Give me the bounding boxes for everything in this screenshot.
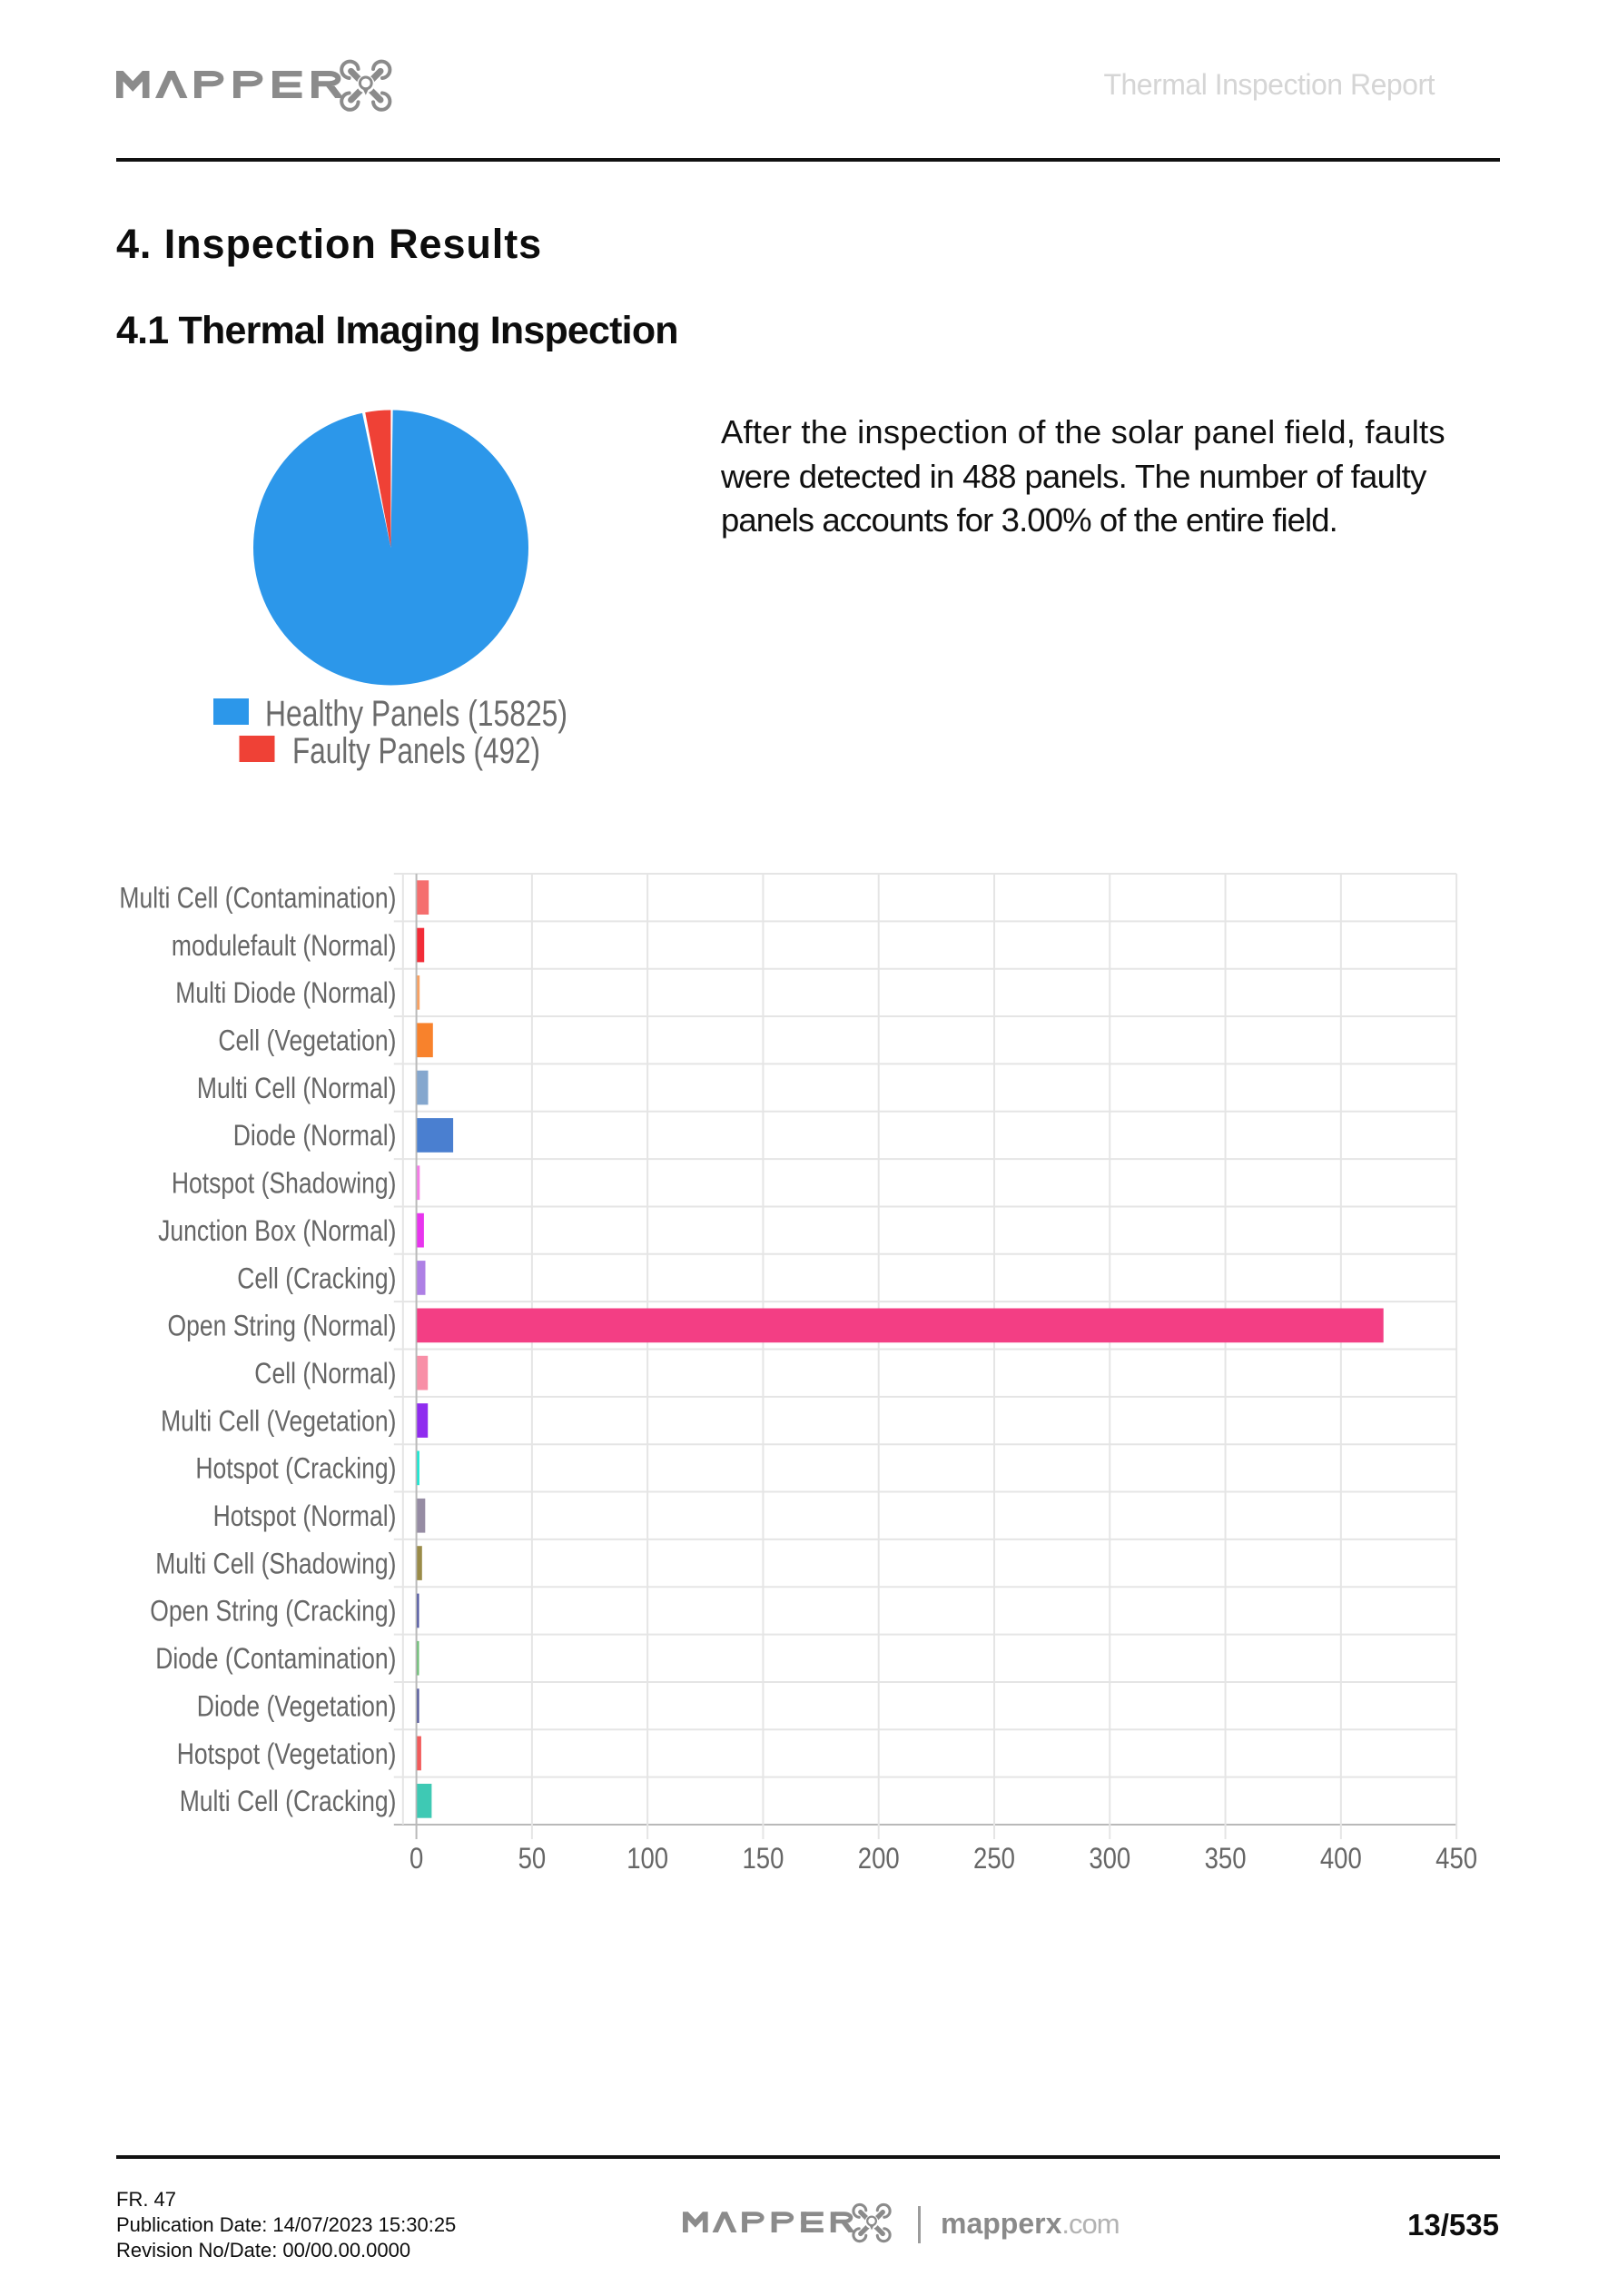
svg-text:200: 200 (858, 1842, 900, 1875)
svg-text:Multi Diode (Normal): Multi Diode (Normal) (175, 976, 396, 1009)
svg-text:Multi Cell (Shadowing): Multi Cell (Shadowing) (155, 1547, 396, 1579)
svg-text:Cell (Cracking): Cell (Cracking) (237, 1262, 396, 1294)
svg-text:50: 50 (518, 1842, 547, 1875)
svg-text:Diode (Normal): Diode (Normal) (233, 1119, 397, 1152)
svg-text:Diode (Contamination): Diode (Contamination) (155, 1642, 396, 1675)
svg-text:250: 250 (973, 1842, 1015, 1875)
svg-text:Diode (Vegetation): Diode (Vegetation) (197, 1689, 397, 1722)
svg-text:Faulty Panels (492): Faulty Panels (492) (292, 731, 540, 771)
svg-text:350: 350 (1205, 1842, 1247, 1875)
svg-text:Cell (Normal): Cell (Normal) (254, 1357, 396, 1390)
svg-text:Hotspot (Vegetation): Hotspot (Vegetation) (177, 1737, 397, 1770)
svg-text:150: 150 (742, 1842, 784, 1875)
svg-text:300: 300 (1089, 1842, 1130, 1875)
svg-text:Junction Box (Normal): Junction Box (Normal) (158, 1214, 396, 1247)
svg-text:Open String (Cracking): Open String (Cracking) (150, 1595, 396, 1628)
svg-text:Multi Cell (Vegetation): Multi Cell (Vegetation) (161, 1404, 396, 1437)
svg-text:Hotspot (Shadowing): Hotspot (Shadowing) (172, 1167, 397, 1200)
svg-text:Open String (Normal): Open String (Normal) (168, 1310, 397, 1342)
svg-text:modulefault (Normal): modulefault (Normal) (172, 929, 397, 962)
svg-text:400: 400 (1320, 1842, 1362, 1875)
svg-text:100: 100 (626, 1842, 668, 1875)
svg-text:Healthy Panels (15825): Healthy Panels (15825) (265, 694, 567, 734)
svg-text:Multi Cell (Normal): Multi Cell (Normal) (197, 1072, 397, 1104)
svg-text:Cell (Vegetation): Cell (Vegetation) (218, 1024, 396, 1057)
svg-text:Multi Cell (Cracking): Multi Cell (Cracking) (180, 1785, 397, 1817)
svg-text:Hotspot (Cracking): Hotspot (Cracking) (195, 1452, 396, 1485)
svg-text:0: 0 (409, 1842, 423, 1875)
svg-text:Hotspot (Normal): Hotspot (Normal) (213, 1499, 397, 1532)
svg-text:Multi Cell (Contamination): Multi Cell (Contamination) (119, 882, 396, 915)
svg-text:450: 450 (1435, 1842, 1477, 1875)
